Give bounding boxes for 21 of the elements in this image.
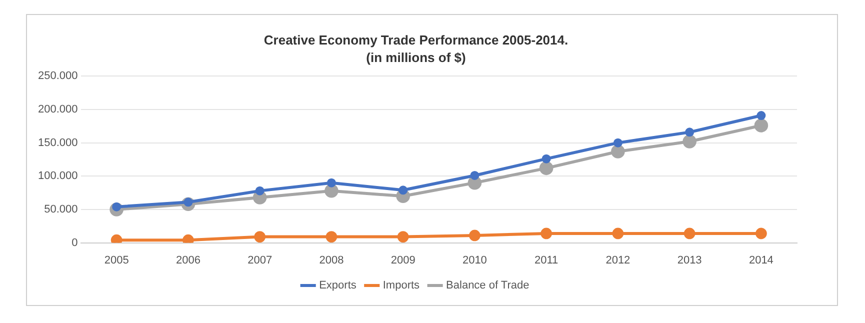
y-tick-label: 150.000	[38, 136, 78, 149]
x-tick-label: 2006	[176, 254, 200, 266]
legend-label: Balance of Trade	[446, 280, 530, 292]
x-tick-label: 2012	[606, 254, 630, 266]
legend-label: Imports	[382, 280, 420, 292]
x-tick-label: 2005	[104, 254, 129, 266]
x-tick-label: 2014	[748, 254, 774, 266]
y-tick-label: 100.000	[38, 170, 78, 182]
x-tick-label: 2009	[390, 254, 416, 266]
y-tick-label: 0	[72, 236, 78, 249]
y-tick-label: 250.000	[38, 70, 78, 82]
chart-subtitle: (in millions of $)	[366, 50, 466, 65]
legend-label: Exports	[319, 280, 357, 292]
x-tick-label: 2007	[248, 254, 272, 266]
y-tick-label: 50.000	[44, 204, 78, 216]
y-tick-label: 200.000	[38, 104, 78, 116]
x-tick-label: 2010	[462, 254, 487, 266]
chart-title: Creative Economy Trade Performance 2005-2014.	[264, 32, 568, 48]
x-tick-label: 2008	[319, 254, 344, 266]
x-tick-label: 2013	[677, 254, 702, 266]
x-tick-label: 2011	[534, 254, 558, 266]
